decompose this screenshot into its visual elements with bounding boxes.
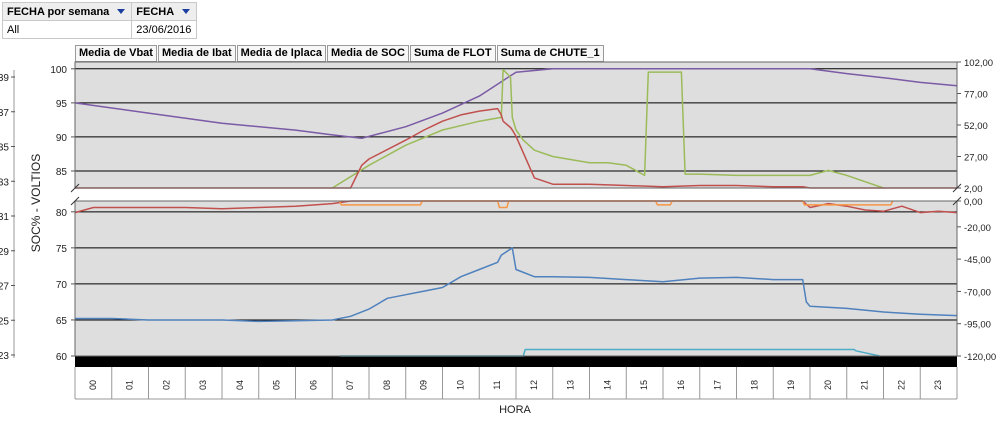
outer-y-tick-label: 33	[0, 177, 9, 188]
outer-y-tick-label: 29	[0, 247, 9, 258]
y-tick-label: 85	[56, 167, 68, 178]
field-button-ibat[interactable]: Media de Ibat	[157, 45, 236, 62]
y-right-tick-label: -70,00	[964, 287, 991, 298]
x-tick-label: 04	[235, 380, 245, 390]
filter-fecha-header[interactable]: FECHA	[131, 2, 198, 21]
y-tick-label: 75	[56, 244, 68, 255]
dropdown-arrow-icon[interactable]	[180, 7, 192, 16]
y-right-tick-label: 27,00	[964, 153, 988, 164]
lower-plot-frame	[74, 200, 958, 357]
pivot-filter-table: FECHA por semana FECHA All 23/06/2016	[1, 2, 198, 39]
dropdown-arrow-icon[interactable]	[115, 7, 127, 16]
series-soc-line	[74, 68, 958, 140]
y-right-tick-label: -45,00	[964, 255, 991, 266]
y-right-tick-label: -20,00	[964, 223, 991, 234]
y-right-tick-label: 2,00	[964, 184, 983, 195]
x-tick-label: 20	[823, 380, 833, 390]
y-right-tick-label: 0,00	[964, 197, 983, 208]
x-tick-label: 15	[639, 380, 649, 390]
upper-plot-area	[75, 62, 957, 188]
x-tick-label: 06	[308, 380, 318, 390]
lower-plot-area	[75, 201, 957, 356]
x-tick-label: 05	[272, 380, 282, 390]
axis-break-mark	[70, 183, 80, 193]
outer-y-tick-label: 35	[0, 143, 9, 154]
x-tick-label: 22	[896, 380, 906, 390]
x-tick-label: 17	[713, 380, 723, 390]
filter-fecha-value: 23/06/2016	[131, 20, 198, 39]
outer-y-tick-label: 27	[0, 282, 9, 293]
x-axis-black-band	[75, 356, 957, 367]
outer-y-tick-label: 23	[0, 351, 9, 362]
filter-fecha-label: FECHA	[136, 5, 175, 18]
x-tick-label: 01	[125, 380, 135, 390]
x-tick-label: 08	[382, 380, 392, 390]
legend-field-buttons: Media de Vbat Media de Ibat Media de Ipl…	[75, 45, 605, 62]
x-tick-label: 02	[161, 380, 171, 390]
axis-break-mark	[952, 183, 962, 193]
x-tick-label: 11	[492, 380, 502, 389]
field-button-vbat[interactable]: Media de Vbat	[75, 45, 157, 62]
y-tick-label: 60	[56, 352, 68, 363]
x-tick-label: 13	[566, 380, 576, 390]
y-right-tick-label: -120,00	[964, 352, 996, 363]
outer-y-tick-label: 31	[0, 212, 9, 223]
field-button-chute[interactable]: Suma de CHUTE_1	[496, 45, 604, 62]
filter-fecha-semana-header[interactable]: FECHA por semana	[1, 2, 133, 21]
x-tick-label: 23	[933, 380, 943, 390]
x-axis-title: HORA	[499, 404, 531, 416]
axis-break-mark	[952, 196, 962, 206]
x-tick-label: 14	[602, 380, 612, 390]
x-tick-label: 16	[676, 380, 686, 390]
y-right-tick-label: 77,00	[964, 90, 988, 101]
y-tick-label: 65	[56, 316, 68, 327]
filter-fecha-semana-value: All	[1, 20, 133, 39]
y-right-tick-label: 102,00	[964, 58, 993, 69]
x-tick-label: 12	[529, 380, 539, 390]
field-button-soc[interactable]: Media de SOC	[326, 45, 409, 62]
field-button-iplaca[interactable]: Media de Iplaca	[236, 45, 326, 62]
x-tick-label: 03	[198, 380, 208, 390]
x-tick-label: 09	[419, 380, 429, 390]
x-tick-label: 21	[860, 380, 870, 390]
outer-y-tick-label: 37	[0, 108, 9, 119]
x-tick-label: 00	[88, 380, 98, 390]
series-iplaca-line	[331, 68, 884, 189]
axis-break-mark	[70, 196, 80, 206]
x-tick-label: 07	[345, 380, 355, 390]
upper-plot-frame	[74, 61, 958, 189]
series-vbat-line	[75, 247, 958, 323]
y-tick-label: 90	[56, 133, 68, 144]
field-button-flot[interactable]: Suma de FLOT	[409, 45, 496, 62]
y-tick-label: 100	[50, 65, 67, 76]
y-right-tick-label: 52,00	[964, 121, 988, 132]
y-tick-label: 70	[56, 280, 68, 291]
y-tick-label: 95	[56, 99, 68, 110]
y-axis-title: SOC% - VOLTIOS	[29, 154, 43, 252]
outer-y-tick-label: 39	[0, 73, 9, 84]
outer-y-tick-label: 25	[0, 316, 9, 327]
y-right-tick-label: -95,00	[964, 320, 991, 331]
y-tick-label: 80	[56, 208, 68, 219]
filter-fecha-semana-label: FECHA por semana	[7, 5, 110, 18]
x-tick-label: 10	[455, 380, 465, 390]
x-tick-label: 18	[749, 380, 759, 390]
x-tick-label: 19	[786, 380, 796, 390]
